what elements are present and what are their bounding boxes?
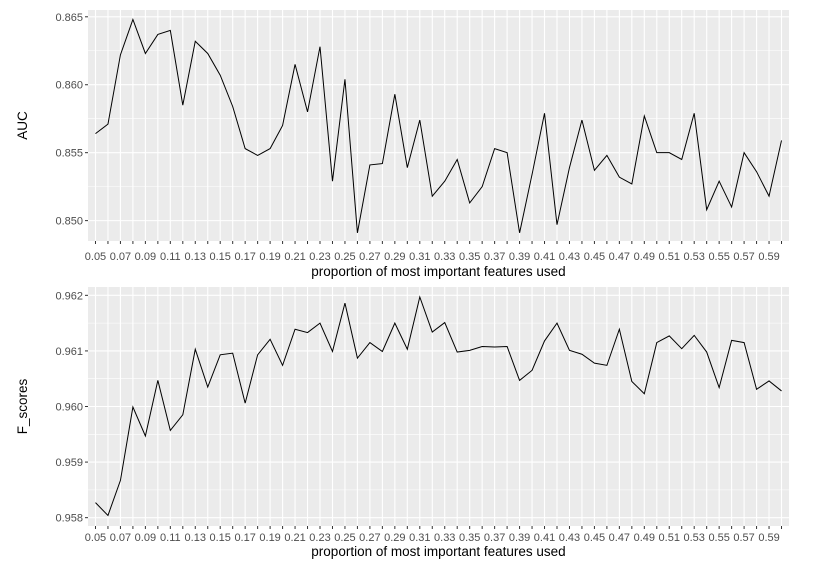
fscores-x-tick-label: 0.31 [409,532,430,544]
fscores-y-tick-label: 0.961 [55,346,83,358]
auc-series-line [95,18,783,233]
auc-x-tick-label: 0.29 [384,251,405,263]
auc-x-tick-label: 0.31 [409,251,430,263]
auc-y-tick-label: 0.865 [55,12,83,24]
auc-chart: 0.850 0.855 0.860 0.865 0.05 0.07 0.09 0.11 0.13… [15,10,789,279]
fscores-x-tick-label: 0.09 [135,532,156,544]
auc-x-tick-label: 0.51 [659,251,680,263]
fscores-x-tick-label: 0.07 [110,532,131,544]
auc-y-tick-label: 0.850 [55,216,83,228]
fscores-y-tick-label: 0.960 [55,402,83,414]
fscores-x-tick-label: 0.59 [758,532,779,544]
auc-x-tick-label: 0.05 [85,251,106,263]
fscores-x-tick-label: 0.17 [234,532,255,544]
fscores-y-tick-label: 0.959 [55,457,83,469]
auc-x-tick-label: 0.57 [733,251,754,263]
auc-x-tick-label: 0.47 [609,251,630,263]
fscores-x-tick-label: 0.15 [210,532,231,544]
auc-x-tick-label: 0.21 [284,251,305,263]
fscores-x-tick-label: 0.25 [334,532,355,544]
fscores-x-tick-label: 0.27 [359,532,380,544]
fscores-x-tick-label: 0.05 [85,532,106,544]
auc-x-tick-label: 0.25 [334,251,355,263]
fscores-x-tick-label: 0.21 [284,532,305,544]
fscores-x-tick-label: 0.11 [160,532,181,544]
fscores-x-tick-label: 0.45 [584,532,605,544]
fscores-x-tick-label: 0.35 [459,532,480,544]
fscores-x-tick-label: 0.49 [634,532,655,544]
auc-x-tick-label: 0.37 [484,251,505,263]
auc-x-tick-label: 0.39 [509,251,530,263]
auc-x-tick-label: 0.15 [210,251,231,263]
auc-x-tick-label: 0.13 [185,251,206,263]
fscores-x-tick-label: 0.33 [434,532,455,544]
auc-x-tick-label: 0.35 [459,251,480,263]
auc-x-tick-label: 0.55 [708,251,729,263]
auc-x-tick-label: 0.11 [160,251,181,263]
auc-plot-panel [88,10,789,241]
auc-x-axis-title: proportion of most important features us… [311,264,565,279]
auc-x-tick-label: 0.07 [110,251,131,263]
fscores-x-tick-label: 0.39 [509,532,530,544]
fscores-x-tick-label: 0.23 [309,532,330,544]
auc-x-tick-label: 0.17 [234,251,255,263]
fscores-x-tick-label: 0.55 [708,532,729,544]
auc-x-tick-label: 0.23 [309,251,330,263]
auc-x-tick-label: 0.59 [758,251,779,263]
fscores-x-tick-label: 0.13 [185,532,206,544]
fscores-x-tick-label: 0.53 [683,532,704,544]
fscores-x-tick-label: 0.19 [259,532,280,544]
auc-x-tick-label: 0.45 [584,251,605,263]
fscores-x-tick-label: 0.29 [384,532,405,544]
fscores-x-axis-title: proportion of most important features us… [311,544,565,559]
auc-x-tick-label: 0.33 [434,251,455,263]
auc-x-tick-label: 0.49 [634,251,655,263]
fscores-x-tick-label: 0.47 [609,532,630,544]
fscores-chart: 0.958 0.959 0.960 0.961 0.962 0.05 0.07 0.09 0.1… [15,287,789,559]
fscores-x-tick-label: 0.43 [559,532,580,544]
fscores-x-tick-label: 0.51 [659,532,680,544]
fscores-y-axis-title: F_scores [15,378,30,434]
fscores-x-tick-label: 0.57 [733,532,754,544]
auc-y-tick-label: 0.860 [55,80,83,92]
fscores-x-tick-label: 0.37 [484,532,505,544]
auc-x-tick-label: 0.41 [534,251,555,263]
auc-x-tick-label: 0.53 [683,251,704,263]
auc-y-axis-title: AUC [15,111,30,140]
fscores-x-tick-label: 0.41 [534,532,555,544]
fscores-series-line [95,295,782,517]
auc-y-tick-label: 0.855 [55,148,83,160]
auc-x-tick-label: 0.27 [359,251,380,263]
fscores-y-tick-label: 0.962 [55,290,83,302]
auc-x-tick-label: 0.43 [559,251,580,263]
auc-x-tick-label: 0.09 [135,251,156,263]
fscores-y-tick-label: 0.958 [55,513,83,525]
auc-x-tick-label: 0.19 [259,251,280,263]
